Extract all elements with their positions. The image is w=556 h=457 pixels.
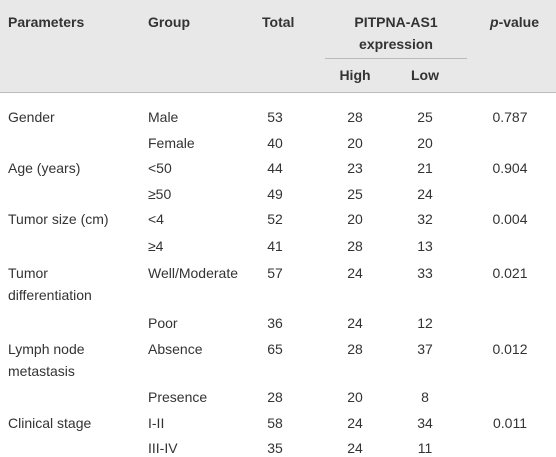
total: 58 — [267, 415, 283, 431]
p-italic: p — [490, 14, 499, 30]
header-p-value: p-value — [490, 11, 539, 33]
low: 11 — [417, 440, 433, 456]
low: 37 — [417, 341, 433, 357]
group: ≥50 — [148, 186, 172, 202]
group: Absence — [148, 341, 203, 357]
header-low: Low — [411, 67, 439, 83]
low: 20 — [417, 135, 433, 151]
group: <4 — [148, 211, 164, 227]
total: 28 — [267, 389, 283, 405]
group: Male — [148, 109, 179, 125]
high: 23 — [347, 160, 363, 176]
p-value: 0.021 — [492, 265, 528, 281]
p-value: 0.004 — [492, 211, 528, 227]
total: 44 — [267, 160, 283, 176]
total: 41 — [267, 238, 283, 254]
high: 24 — [347, 315, 363, 331]
low: 21 — [417, 160, 433, 176]
p-suffix: -value — [498, 14, 540, 30]
parameter: Tumor differentiation — [8, 265, 92, 303]
header-expression: PITPNA-AS1 expression — [354, 14, 438, 52]
group: Poor — [148, 315, 178, 331]
total: 53 — [267, 109, 283, 125]
high: 28 — [347, 109, 363, 125]
parameter: Lymph node metastasis — [8, 341, 85, 379]
header-rule — [0, 92, 556, 93]
parameter: Gender — [8, 109, 55, 125]
header-parameters: Parameters — [8, 14, 85, 30]
low: 12 — [417, 315, 433, 331]
low: 8 — [421, 389, 429, 405]
high: 20 — [347, 135, 363, 151]
high: 20 — [347, 389, 363, 405]
group: Presence — [148, 389, 208, 405]
header-high: High — [339, 67, 371, 83]
header-background — [0, 0, 556, 92]
group: ≥4 — [148, 238, 164, 254]
low: 24 — [417, 186, 433, 202]
low: 13 — [417, 238, 433, 254]
group: Well/Moderate — [148, 265, 239, 281]
low: 32 — [417, 211, 433, 227]
total: 49 — [267, 186, 283, 202]
group: Female — [148, 135, 195, 151]
p-value: 0.012 — [492, 341, 528, 357]
high: 25 — [347, 186, 363, 202]
high: 28 — [347, 341, 363, 357]
total: 36 — [267, 315, 283, 331]
parameter: Clinical stage — [8, 415, 92, 431]
group: III-IV — [148, 440, 178, 456]
total: 35 — [267, 440, 283, 456]
total: 52 — [267, 211, 283, 227]
parameter: Tumor size (cm) — [8, 211, 109, 227]
low: 34 — [417, 415, 433, 431]
p-value: 0.904 — [492, 160, 528, 176]
parameter: Age (years) — [8, 160, 81, 176]
total: 40 — [267, 135, 283, 151]
high: 24 — [347, 440, 363, 456]
high: 28 — [347, 238, 363, 254]
high: 24 — [347, 265, 363, 281]
p-value: 0.787 — [492, 109, 528, 125]
group: I-II — [148, 415, 165, 431]
expression-rule — [325, 58, 467, 59]
p-value: 0.011 — [493, 415, 527, 431]
high: 20 — [347, 211, 363, 227]
header-group: Group — [148, 14, 190, 30]
total: 65 — [267, 341, 283, 357]
low: 25 — [417, 109, 433, 125]
group: <50 — [148, 160, 172, 176]
low: 33 — [417, 265, 433, 281]
header-total: Total — [262, 14, 295, 30]
total: 57 — [267, 265, 283, 281]
high: 24 — [347, 415, 363, 431]
